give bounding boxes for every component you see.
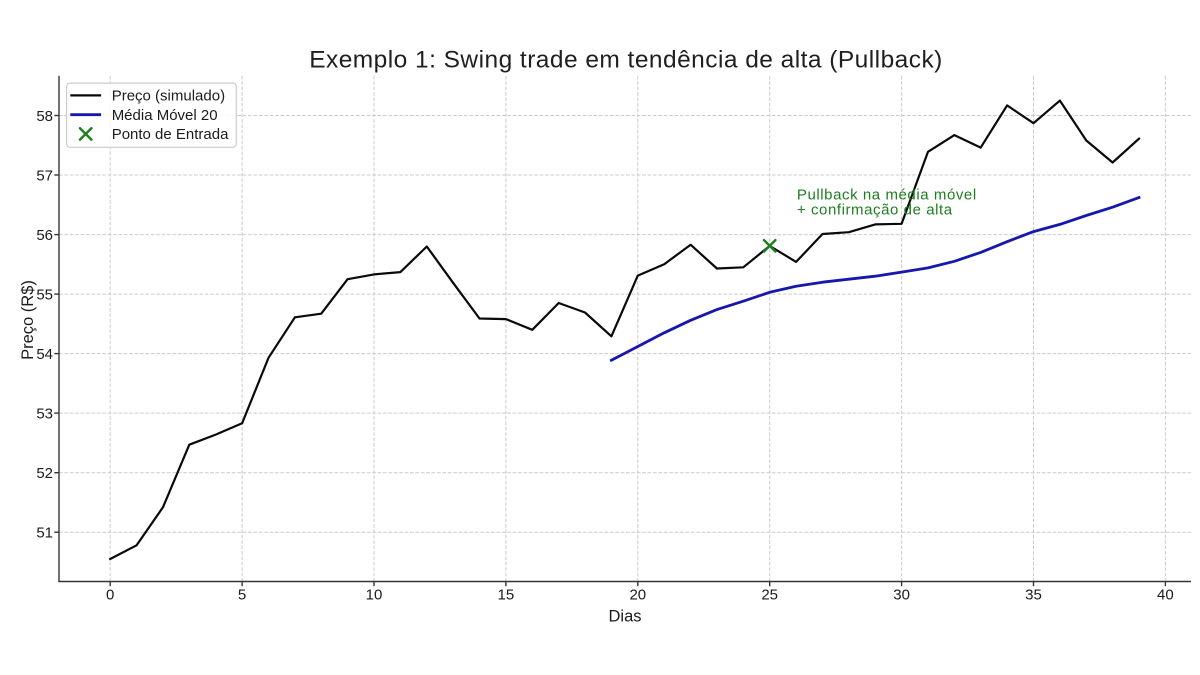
svg-text:52: 52 xyxy=(36,465,53,482)
svg-text:Preço (R$): Preço (R$) xyxy=(19,280,37,360)
svg-text:10: 10 xyxy=(366,587,383,604)
svg-text:53: 53 xyxy=(36,406,53,423)
svg-text:Média Móvel 20: Média Móvel 20 xyxy=(112,107,218,124)
svg-text:55: 55 xyxy=(36,287,53,304)
svg-text:58: 58 xyxy=(36,108,53,125)
svg-text:15: 15 xyxy=(498,587,515,604)
svg-text:35: 35 xyxy=(1025,587,1042,604)
svg-text:Dias: Dias xyxy=(608,608,641,626)
svg-text:0: 0 xyxy=(106,587,114,604)
svg-text:51: 51 xyxy=(36,525,53,542)
svg-text:Pullback na média móvel: Pullback na média móvel xyxy=(797,187,977,204)
svg-text:57: 57 xyxy=(36,167,53,184)
svg-text:25: 25 xyxy=(761,587,778,604)
svg-text:40: 40 xyxy=(1157,587,1174,604)
svg-text:Preço (simulado): Preço (simulado) xyxy=(112,88,225,105)
svg-text:5: 5 xyxy=(238,587,246,604)
svg-text:Exemplo 1: Swing trade em tend: Exemplo 1: Swing trade em tendência de a… xyxy=(309,47,943,74)
svg-text:+ confirmação de alta: + confirmação de alta xyxy=(797,201,953,218)
svg-text:Ponto de Entrada: Ponto de Entrada xyxy=(112,126,229,143)
svg-text:30: 30 xyxy=(893,587,910,604)
svg-text:20: 20 xyxy=(629,587,646,604)
svg-text:54: 54 xyxy=(36,346,53,363)
svg-text:56: 56 xyxy=(36,227,53,244)
